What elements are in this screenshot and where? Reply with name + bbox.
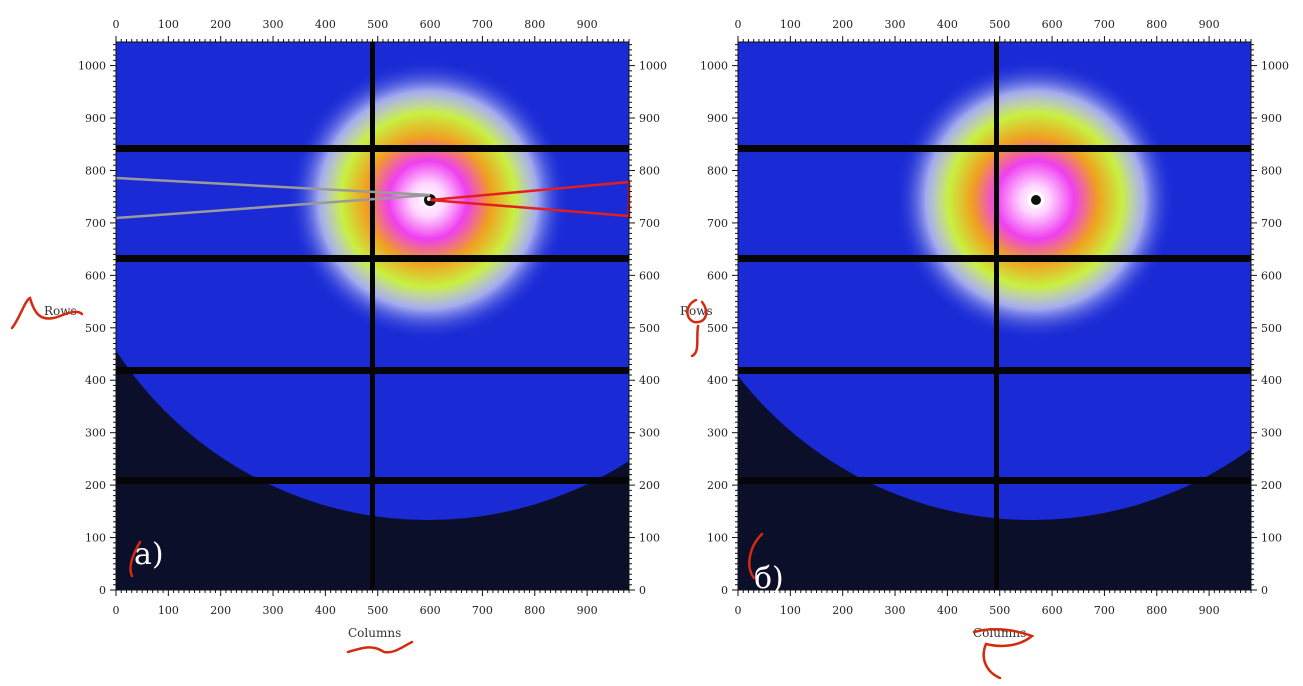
y-tick-label-left: 200: [707, 479, 728, 492]
y-tick-label-left: 300: [707, 427, 728, 440]
x-tick-label-bottom: 100: [780, 604, 801, 617]
y-tick-label-right: 800: [1261, 164, 1282, 177]
x-tick-label-bottom: 600: [420, 604, 441, 617]
y-tick-label-left: 200: [85, 479, 106, 492]
x-tick-label-top: 0: [735, 18, 742, 31]
y-tick-label-right: 200: [639, 479, 660, 492]
x-tick-label-bottom: 300: [885, 604, 906, 617]
x-tick-label-top: 600: [420, 18, 441, 31]
y-tick-label-left: 400: [85, 374, 106, 387]
x-tick-label-bottom: 900: [577, 604, 598, 617]
y-tick-label-left: 800: [707, 164, 728, 177]
x-tick-label-bottom: 900: [1199, 604, 1220, 617]
y-tick-label-left: 100: [85, 532, 106, 545]
y-tick-label-right: 600: [639, 269, 660, 282]
x-tick-label-top: 200: [832, 18, 853, 31]
x-tick-label-top: 200: [210, 18, 231, 31]
y-tick-label-right: 700: [639, 217, 660, 230]
x-tick-label-bottom: 200: [832, 604, 853, 617]
x-tick-label-top: 100: [158, 18, 179, 31]
x-tick-label-bottom: 100: [158, 604, 179, 617]
y-tick-label-right: 0: [639, 584, 646, 597]
x-tick-label-bottom: 300: [263, 604, 284, 617]
x-tick-label-bottom: 500: [367, 604, 388, 617]
panel-a: 0 0 100 100 200 200 300 300 400 400 500 500 600 600 70…: [10, 18, 667, 654]
y-tick-label-right: 900: [639, 112, 660, 125]
y-tick-label-right: 300: [1261, 427, 1282, 440]
handwritten-marks-b: [686, 298, 1035, 680]
x-tick-label-bottom: 400: [937, 604, 958, 617]
y-tick-label-left: 0: [99, 584, 106, 597]
y-tick-label-left: 1000: [78, 60, 106, 73]
y-tick-label-right: 500: [639, 322, 660, 335]
handwritten-marks-a: [10, 296, 414, 654]
y-tick-label-right: 400: [1261, 374, 1282, 387]
x-tick-label-bottom: 0: [113, 604, 120, 617]
panel-b-label: б): [754, 561, 784, 596]
x-tick-label-bottom: 400: [315, 604, 336, 617]
x-tick-label-top: 300: [263, 18, 284, 31]
x-tick-label-top: 100: [780, 18, 801, 31]
y-tick-label-left: 0: [721, 584, 728, 597]
x-tick-label-top: 900: [577, 18, 598, 31]
x-tick-label-bottom: 200: [210, 604, 231, 617]
y-tick-label-left: 800: [85, 164, 106, 177]
x-tick-label-top: 0: [113, 18, 120, 31]
y-tick-label-right: 500: [1261, 322, 1282, 335]
x-tick-label-top: 300: [885, 18, 906, 31]
y-tick-label-left: 500: [85, 322, 106, 335]
y-tick-label-right: 100: [1261, 532, 1282, 545]
y-tick-label-right: 400: [639, 374, 660, 387]
y-tick-label-right: 100: [639, 532, 660, 545]
x-tick-label-top: 800: [1146, 18, 1167, 31]
y-tick-label-right: 0: [1261, 584, 1268, 597]
x-tick-label-bottom: 700: [472, 604, 493, 617]
y-tick-label-left: 500: [707, 322, 728, 335]
x-tick-label-top: 600: [1042, 18, 1063, 31]
y-tick-label-left: 700: [85, 217, 106, 230]
y-tick-label-right: 300: [639, 427, 660, 440]
x-tick-label-bottom: 500: [989, 604, 1010, 617]
y-tick-label-left: 1000: [700, 60, 728, 73]
y-tick-label-left: 900: [85, 112, 106, 125]
x-tick-label-bottom: 700: [1094, 604, 1115, 617]
x-tick-label-bottom: 800: [1146, 604, 1167, 617]
y-tick-label-right: 600: [1261, 269, 1282, 282]
y-tick-label-left: 400: [707, 374, 728, 387]
y-tick-label-left: 300: [85, 427, 106, 440]
x-tick-label-top: 500: [989, 18, 1010, 31]
y-axis-title-a: Rows: [44, 304, 77, 318]
x-tick-label-top: 700: [472, 18, 493, 31]
detector-image-a: 0010010020020030030040040050050060060070…: [10, 18, 667, 654]
x-tick-label-top: 700: [1094, 18, 1115, 31]
x-tick-label-bottom: 0: [735, 604, 742, 617]
x-tick-label-top: 500: [367, 18, 388, 31]
x-tick-label-top: 900: [1199, 18, 1220, 31]
x-tick-label-top: 800: [524, 18, 545, 31]
y-tick-label-left: 100: [707, 532, 728, 545]
y-tick-label-left: 600: [85, 269, 106, 282]
detector-image-b: 0010010020020030030040040050050060060070…: [680, 18, 1289, 680]
y-axis-title-b: Rows: [680, 304, 713, 318]
y-tick-label-right: 200: [1261, 479, 1282, 492]
x-tick-label-top: 400: [315, 18, 336, 31]
y-tick-label-right: 900: [1261, 112, 1282, 125]
y-tick-label-right: 700: [1261, 217, 1282, 230]
x-tick-label-top: 400: [937, 18, 958, 31]
y-tick-label-right: 1000: [639, 60, 667, 73]
y-tick-label-left: 600: [707, 269, 728, 282]
y-tick-label-left: 700: [707, 217, 728, 230]
x-axis-title-a: Columns: [348, 626, 401, 640]
x-tick-label-bottom: 800: [524, 604, 545, 617]
y-tick-label-right: 1000: [1261, 60, 1289, 73]
y-tick-label-right: 800: [639, 164, 660, 177]
x-tick-label-bottom: 600: [1042, 604, 1063, 617]
panel-b: 0 0 100 100 200 200 300 300 400 400 500 500 600 600 70…: [680, 0, 1303, 686]
y-tick-label-left: 900: [707, 112, 728, 125]
